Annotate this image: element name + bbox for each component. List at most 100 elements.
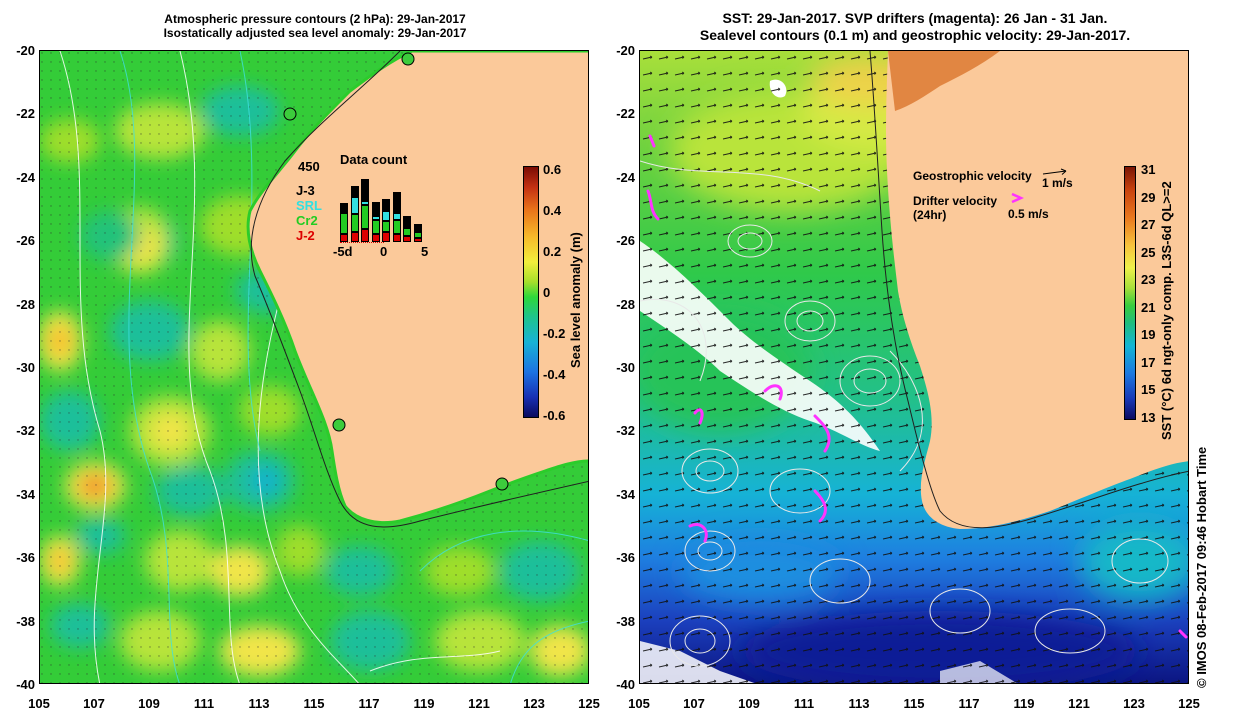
y-tick-label: -40	[16, 677, 35, 692]
y-tick-label: -30	[616, 360, 635, 375]
data-count-segment	[403, 228, 411, 237]
y-tick-label: -32	[16, 423, 35, 439]
x-tick-label: 105	[628, 696, 650, 711]
x-tick-label: 111	[793, 696, 815, 711]
geostrophic-velocity-scale: 1 m/s	[1042, 176, 1073, 190]
data-count-bars	[340, 172, 426, 242]
data-count-segment	[340, 212, 348, 234]
data-count-bar	[361, 179, 369, 242]
y-tick-label: -32	[616, 423, 635, 439]
right-title-line1: SST: 29-Jan-2017. SVP drifters (magenta)…	[722, 10, 1108, 26]
sst-colorbar-label: SST (°C) 6d ngt-only comp. L3S-6d QL>=2	[1159, 181, 1174, 440]
sea-level-anomaly-map	[39, 50, 589, 684]
drifter-velocity-label-2: (24hr)	[913, 208, 947, 222]
y-tick-label: -26	[616, 233, 635, 249]
data-count-segment	[392, 233, 401, 242]
data-count-segment	[382, 221, 390, 232]
drifter-velocity-scale: 0.5 m/s	[1008, 207, 1049, 221]
imos-credit: © IMOS 08-Feb-2017 09:46 Hobart Time	[1194, 446, 1209, 688]
data-count-bar	[340, 202, 348, 242]
data-count-max: 450	[298, 159, 320, 174]
colorbar-tick-label: 15	[1141, 382, 1156, 398]
data-count-segment	[392, 191, 401, 213]
y-tick-label: -36	[16, 550, 35, 566]
y-tick-label: -34	[616, 486, 635, 502]
data-count-bar	[350, 186, 359, 242]
y-tick-label: -22	[16, 106, 35, 122]
colorbar-tick-label: 23	[1141, 272, 1156, 288]
x-tick-label: 121	[1068, 696, 1090, 711]
mission-label: SRL	[296, 198, 322, 213]
y-tick-label: -40	[616, 677, 635, 692]
mission-label: J-2	[296, 228, 315, 243]
colorbar-tick-label: -0.2	[543, 326, 566, 341]
x-tick-label: 117	[958, 696, 980, 711]
data-count-segment	[413, 237, 422, 242]
y-tick-label: -24	[16, 169, 35, 185]
data-count-segment	[350, 214, 359, 232]
drifter-velocity-arrow-icon	[1011, 192, 1024, 204]
data-count-segment	[403, 226, 411, 229]
data-count-segment	[392, 219, 401, 234]
x-tick-label: 113	[248, 696, 270, 711]
sst-map	[639, 50, 1189, 684]
data-count-segment	[340, 202, 348, 213]
data-count-baseline	[340, 242, 384, 243]
data-count-segment	[371, 202, 380, 217]
data-count-x-label: 5	[421, 244, 429, 259]
sst-colorbar	[1124, 166, 1136, 420]
sea-level-map-svg	[40, 51, 588, 683]
right-title-line2: Sealevel contours (0.1 m) and geostrophi…	[699, 27, 1131, 43]
left-map-title: Atmospheric pressure contours (2 hPa): 2…	[40, 12, 590, 40]
sea-level-colorbar-label: Sea level anomaly (m)	[568, 232, 583, 368]
drifter-velocity-label: Drifter velocity	[913, 194, 998, 208]
tide-gauge-marker	[495, 477, 509, 491]
y-tick-label: -20	[616, 43, 635, 58]
tide-gauge-marker	[401, 52, 415, 66]
right-map-title: SST: 29-Jan-2017. SVP drifters (magenta)…	[640, 10, 1190, 44]
left-title-line1: Atmospheric pressure contours (2 hPa): 2…	[164, 12, 466, 26]
data-count-segment	[382, 231, 390, 242]
data-count-segment	[361, 179, 369, 202]
data-count-segment	[413, 232, 422, 238]
data-count-segment	[350, 231, 359, 242]
y-tick-label: -20	[16, 43, 35, 58]
x-tick-label: 109	[738, 696, 760, 711]
data-count-bar	[403, 216, 411, 242]
colorbar-tick-label: 0	[543, 285, 551, 300]
data-count-bar	[382, 199, 390, 242]
data-count-segment	[371, 216, 380, 220]
data-count-segment	[392, 212, 401, 220]
colorbar-tick-label: -0.6	[543, 408, 566, 423]
x-tick-label: 123	[1123, 696, 1145, 711]
tide-gauge-marker	[283, 107, 297, 121]
sst-map-svg	[640, 51, 1188, 683]
y-tick-label: -24	[616, 169, 635, 185]
x-tick-label: 119	[1013, 696, 1035, 711]
y-tick-label: -38	[616, 613, 635, 629]
geostrophic-velocity-arrow-icon	[1042, 168, 1067, 175]
y-tick-label: -26	[16, 233, 35, 249]
data-count-segment	[361, 229, 369, 242]
data-count-title: Data count	[340, 152, 408, 167]
data-count-segment	[350, 196, 359, 214]
x-tick-label: 117	[358, 696, 380, 711]
x-tick-label: 115	[303, 696, 325, 711]
mission-label: Cr2	[296, 213, 318, 228]
y-tick-label: -28	[16, 296, 35, 312]
sea-level-colorbar	[523, 166, 539, 418]
data-count-segment	[403, 236, 411, 242]
y-tick-label: -22	[616, 106, 635, 122]
data-count-segment	[403, 216, 411, 227]
x-tick-label: 119	[413, 696, 435, 711]
colorbar-tick-label: 0.2	[543, 244, 562, 259]
x-tick-label: 123	[523, 696, 545, 711]
x-tick-label: 107	[83, 696, 105, 711]
data-count-segment	[371, 233, 380, 242]
data-count-segment	[340, 233, 348, 242]
x-tick-label: 125	[1178, 696, 1200, 711]
data-count-bar	[413, 223, 422, 242]
x-tick-label: 111	[193, 696, 215, 711]
x-tick-label: 125	[578, 696, 600, 711]
data-count-x-label: -5d	[333, 244, 353, 259]
